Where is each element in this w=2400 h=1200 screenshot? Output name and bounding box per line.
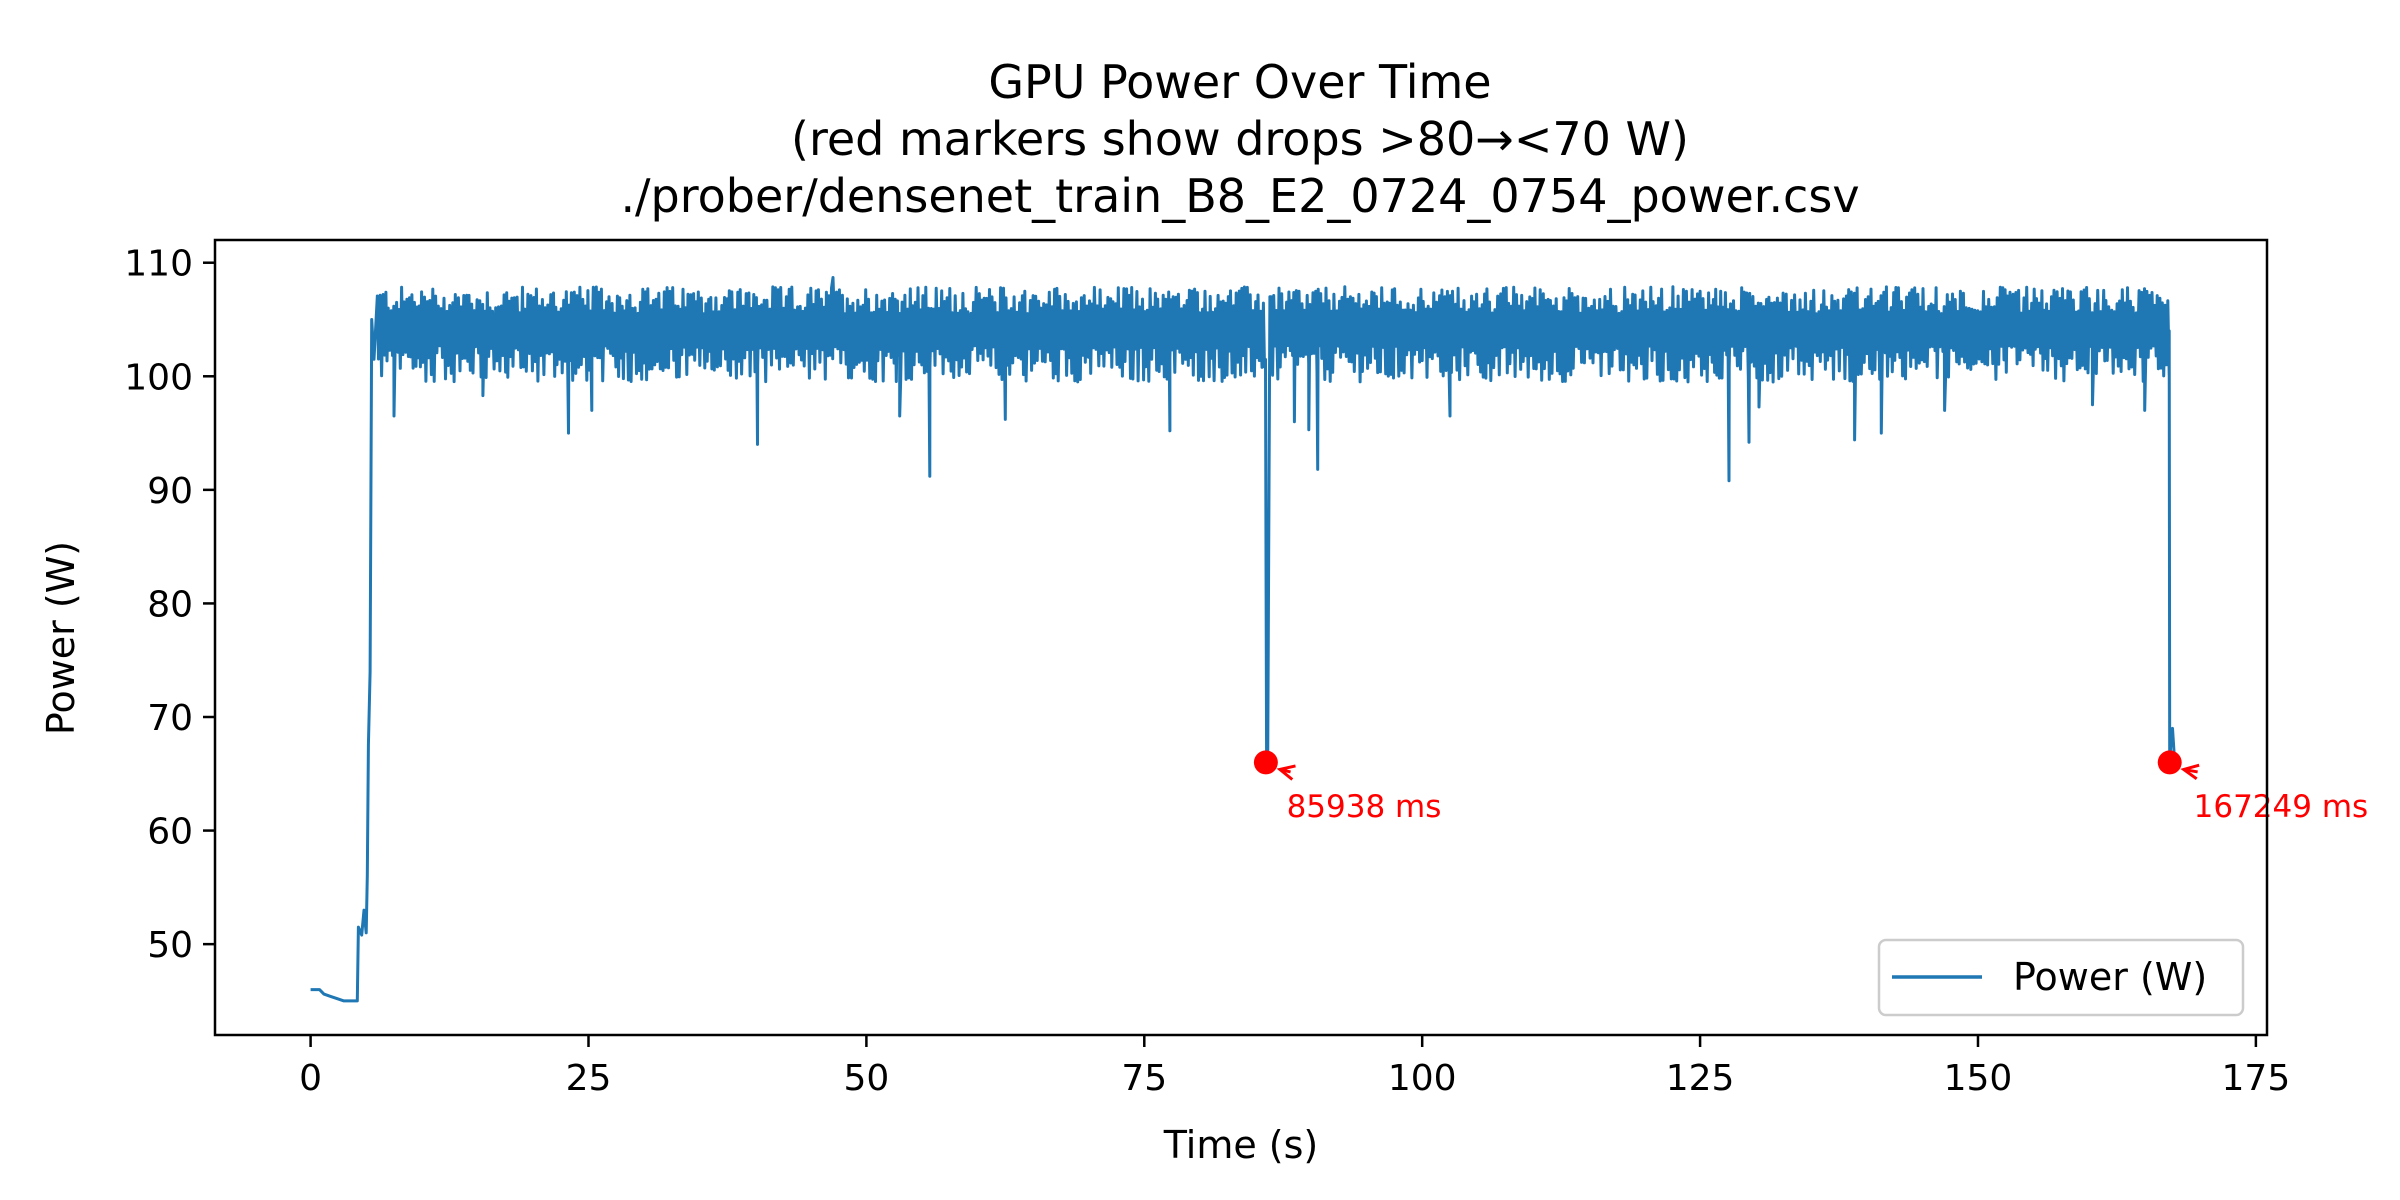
marker-layer: 85938 ms 167249 ms <box>1253 750 2369 825</box>
x-tick-label: 100 <box>1388 1058 1457 1099</box>
y-tick-label: 50 <box>147 925 193 966</box>
x-tick-label: 0 <box>299 1058 322 1099</box>
y-tick-label: 100 <box>124 357 193 398</box>
legend-box <box>1877 938 2245 1017</box>
annotation-arrowhead <box>1276 764 1296 781</box>
y-tick-label: 110 <box>124 244 193 285</box>
chart-source-file: ./prober/densenet_train_B8_E2_0724_0754_… <box>620 169 1859 223</box>
annotation-arrowhead <box>2180 763 2200 781</box>
chart-title: GPU Power Over Time <box>988 55 1491 109</box>
x-tick-label: 150 <box>1944 1058 2013 1099</box>
x-tick-label: 50 <box>843 1058 889 1099</box>
chart-subtitle: (red markers show drops >80→<70 W) <box>791 112 1689 166</box>
x-tick-label: 125 <box>1666 1058 1735 1099</box>
drop-marker <box>1253 750 1278 775</box>
x-axis-ticks: 0 25 50 75 100 125 150 175 <box>299 1035 2290 1099</box>
x-tick-label: 75 <box>1121 1058 1167 1099</box>
drop-annotation-label: 85938 ms <box>1287 789 1442 825</box>
power-series-line <box>310 276 2177 1003</box>
x-tick-label: 25 <box>566 1058 612 1099</box>
drop-annotation-label: 167249 ms <box>2194 789 2369 825</box>
drop-marker <box>2157 750 2182 775</box>
x-tick-label: 175 <box>2222 1058 2291 1099</box>
legend-label-power: Power (W) <box>2013 955 2207 999</box>
plot-frame <box>213 238 2269 1037</box>
y-tick-label: 60 <box>147 812 193 853</box>
y-tick-label: 70 <box>147 698 193 739</box>
legend: Power (W) <box>1877 938 2245 1017</box>
y-axis-label: Power (W) <box>39 541 83 735</box>
y-tick-label: 80 <box>147 584 193 625</box>
x-axis-label: Time (s) <box>1163 1123 1319 1167</box>
series-layer <box>310 276 2177 1003</box>
y-axis-ticks: 50 60 70 80 90 100 110 <box>124 244 215 966</box>
y-tick-label: 90 <box>147 471 193 512</box>
